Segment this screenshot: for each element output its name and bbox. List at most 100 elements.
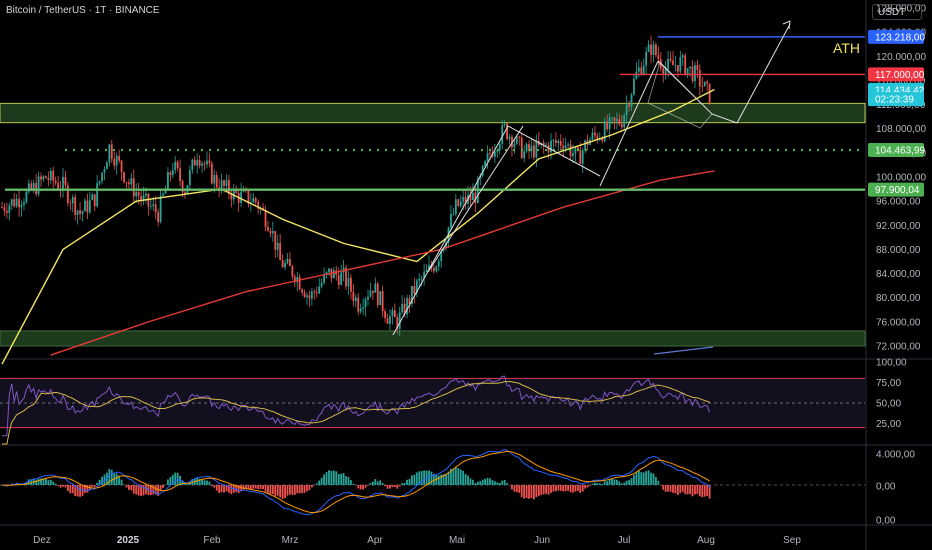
macd-bar (84, 485, 86, 493)
macd-bar (450, 468, 452, 485)
macd-bar (257, 485, 260, 490)
macd-bar (584, 485, 587, 489)
macd-bar (403, 482, 406, 485)
price-badge-label: 02:23:39 (875, 95, 914, 106)
macd-bar (176, 472, 179, 485)
macd-bar (408, 478, 411, 485)
candle-body (359, 308, 362, 312)
candle-body (101, 172, 103, 182)
macd-bar (184, 483, 186, 485)
candle-body (32, 183, 35, 190)
macd-bar (132, 485, 135, 494)
candle-body (64, 177, 67, 186)
candle-body (271, 231, 274, 234)
price-badge-label: 97.900,04 (875, 185, 920, 196)
candle-body (472, 192, 474, 201)
macd-bar (350, 480, 352, 485)
macd-bar (701, 485, 704, 498)
candle-body (686, 68, 689, 75)
macd-bar (335, 471, 338, 485)
candle-body (381, 291, 384, 312)
candle-body (106, 162, 108, 170)
macd-bar (249, 485, 252, 490)
macd-bar (159, 485, 162, 492)
macd-bar (115, 473, 118, 485)
candle-body (367, 296, 369, 300)
candle-body (310, 291, 313, 299)
candle-body (435, 266, 438, 272)
macd-bar (386, 485, 389, 489)
candle-body (167, 172, 169, 189)
candle-body (664, 68, 667, 75)
candle-body (220, 180, 223, 192)
candle-body (345, 267, 347, 287)
candle-body (149, 206, 152, 207)
macd-bar (364, 485, 367, 488)
currency-selector[interactable]: USDT (872, 4, 922, 20)
macd-bar (203, 480, 206, 485)
macd-bar (389, 485, 391, 489)
candle-body (315, 292, 318, 294)
candle-body (286, 258, 289, 264)
arrow-head-icon (782, 20, 791, 30)
candle-body (291, 266, 294, 277)
macd-bar (330, 471, 333, 485)
chart-title: Bitcoin / TetherUS · 1T · BINANCE (6, 5, 160, 16)
macd-bar (296, 485, 299, 494)
macd-bar (174, 472, 177, 485)
macd-bar (137, 485, 140, 496)
candle-body (501, 124, 504, 145)
candle-body (325, 272, 328, 275)
candle-body (535, 140, 538, 158)
macd-bar (342, 473, 345, 485)
candle-body (650, 44, 652, 55)
macd-bar (686, 485, 689, 495)
candle-body (457, 199, 460, 206)
macd-bar (393, 485, 396, 487)
macd-bar (708, 485, 711, 499)
candle-body (179, 168, 182, 182)
macd-bar (208, 481, 211, 485)
macd-bar (418, 471, 421, 485)
candle-body (84, 200, 86, 212)
candle-body (96, 183, 99, 207)
price-tick-label: 116.000,00 (876, 76, 926, 87)
candle-body (154, 204, 157, 213)
macd-bar (264, 485, 267, 492)
candle-body (572, 153, 574, 157)
candle-body (525, 143, 528, 152)
macd-bar (645, 471, 648, 485)
candle-body (274, 231, 277, 250)
candle-body (576, 147, 579, 150)
candle-body (164, 188, 167, 194)
candle-body (127, 182, 130, 185)
candle-body (298, 276, 301, 290)
macd-bar (245, 485, 247, 489)
macd-bar (71, 485, 74, 494)
candle-body (49, 170, 52, 180)
candle-body (23, 202, 25, 205)
macd-bar (476, 481, 479, 485)
macd-bar (703, 485, 706, 497)
candle-body (701, 86, 704, 88)
trend-line (427, 125, 524, 273)
candle-body (71, 196, 74, 204)
macd-bar (484, 478, 487, 485)
macd-bar (428, 470, 430, 485)
candle-body (454, 199, 457, 214)
candle-body (10, 199, 13, 206)
trend-line (392, 125, 509, 336)
macd-bar (557, 485, 560, 491)
macd-bar (315, 483, 318, 485)
macd-bar (413, 474, 416, 485)
macd-bar (328, 470, 330, 485)
macd-bar (501, 480, 504, 485)
macd-bar (152, 485, 155, 495)
macd-bar (635, 472, 638, 485)
candle-body (215, 174, 218, 188)
candle-body (118, 155, 121, 161)
candle-body (564, 145, 567, 149)
candle-body (120, 160, 123, 173)
